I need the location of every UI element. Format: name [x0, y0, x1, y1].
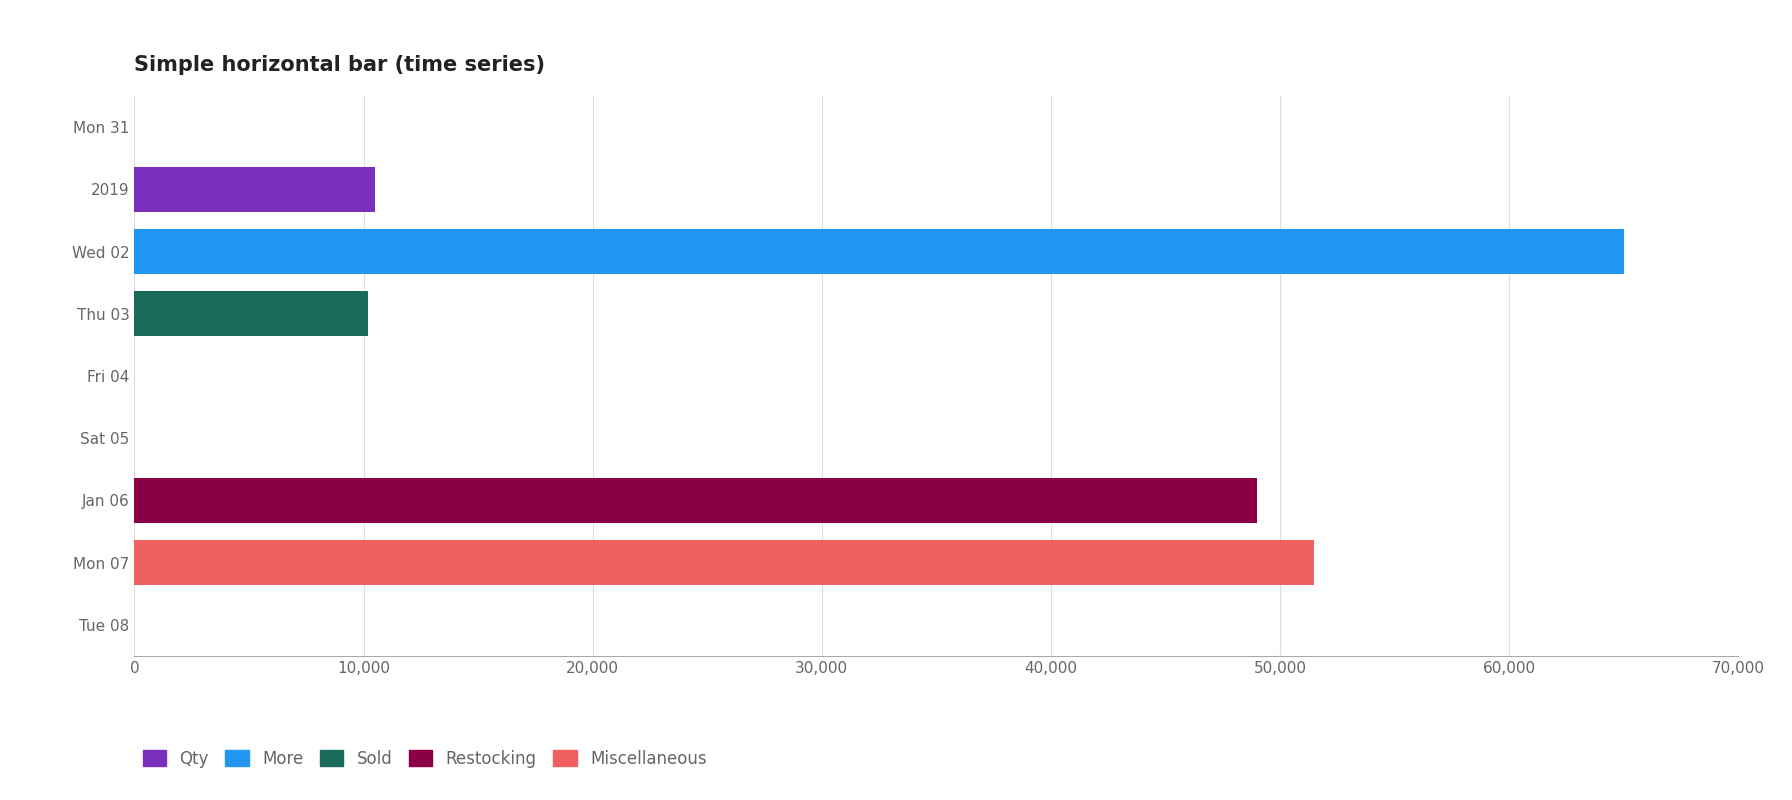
Bar: [134, 478, 1258, 523]
Bar: [134, 167, 375, 212]
Bar: [134, 540, 1314, 585]
Bar: [134, 291, 367, 336]
Bar: [134, 229, 1624, 274]
Text: Simple horizontal bar (time series): Simple horizontal bar (time series): [134, 55, 545, 75]
Legend: Qty, More, Sold, Restocking, Miscellaneous: Qty, More, Sold, Restocking, Miscellaneo…: [143, 750, 706, 768]
